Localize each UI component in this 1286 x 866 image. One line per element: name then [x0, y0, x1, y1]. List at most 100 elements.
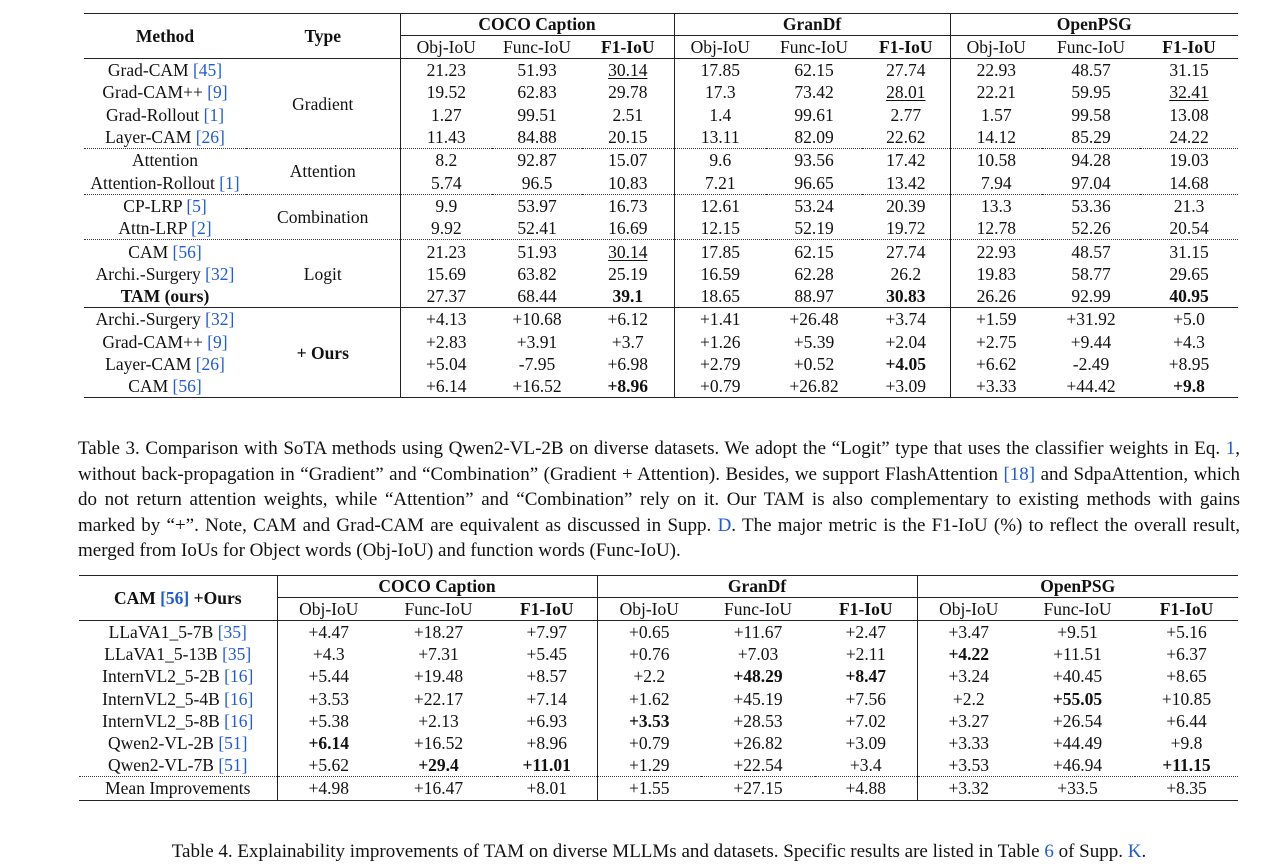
- citation-link[interactable]: [2]: [191, 218, 212, 239]
- citation-link[interactable]: [35]: [222, 644, 252, 665]
- citation-link[interactable]: [35]: [217, 622, 247, 643]
- model-cell: Mean Improvements: [79, 776, 277, 800]
- value-cell: 30.14: [582, 239, 674, 263]
- citation-link[interactable]: [16]: [224, 666, 254, 687]
- value-cell: 21.3: [1140, 193, 1238, 218]
- value-cell: 15.07: [582, 148, 674, 172]
- value-cell: 1.57: [949, 103, 1042, 126]
- citation-link[interactable]: [32]: [205, 263, 235, 284]
- value-cell: 94.28: [1042, 148, 1140, 172]
- caption-text: Table 4. Explainability improvements of …: [171, 841, 1045, 862]
- value-cell: +18.27: [413, 622, 464, 643]
- value-cell: 7.94: [949, 171, 1042, 195]
- value-cell: +16.52: [413, 733, 464, 754]
- table-ref-link[interactable]: 6: [1044, 841, 1054, 862]
- value-cell: 31.15: [1140, 239, 1238, 263]
- method-cell: CAM [56]: [84, 239, 246, 263]
- metric-header: Obj-IoU: [596, 597, 701, 621]
- value-cell: 19.52: [399, 81, 492, 104]
- value-cell: 19.03: [1140, 148, 1238, 172]
- citation-link[interactable]: [56]: [172, 376, 202, 397]
- supp-ref-link[interactable]: K: [1127, 841, 1142, 862]
- citation-link[interactable]: [18]: [1003, 463, 1036, 485]
- citation-link[interactable]: [26]: [195, 354, 225, 374]
- value-cell: +3.27: [916, 709, 1020, 732]
- value-cell: +3.47: [916, 620, 1020, 644]
- value-cell: 10.58: [949, 148, 1042, 172]
- method-cell: Grad-CAM++ [9]: [102, 331, 228, 352]
- metric-header: Func-IoU: [404, 598, 473, 619]
- citation-link[interactable]: [1]: [219, 172, 240, 193]
- value-cell: 13.08: [1169, 104, 1209, 125]
- method-header: Method: [135, 25, 195, 46]
- value-cell: +28.53: [733, 710, 783, 731]
- value-cell: 73.42: [794, 82, 834, 103]
- value-cell: 53.97: [492, 193, 582, 218]
- value-cell: 40.95: [1169, 286, 1209, 307]
- value-cell: +2.2: [916, 687, 1020, 710]
- model-cell: InternVL2_5-2B [16]: [102, 666, 254, 687]
- type-cell: Combination: [246, 193, 400, 240]
- eq-ref-link[interactable]: 1: [1225, 438, 1236, 459]
- value-cell: 39.1: [612, 286, 644, 307]
- table-row: TAM (ours) 27.37 68.44 39.1 18.65 88.97 30.83 2…: [84, 284, 1238, 308]
- value-cell: +3.91: [516, 331, 558, 352]
- value-cell: 51.93: [517, 60, 557, 81]
- citation-link[interactable]: [45]: [192, 60, 223, 81]
- value-cell: 16.69: [608, 218, 648, 239]
- value-cell: +8.01: [497, 776, 597, 800]
- table-row: Mean Improvements +4.98 +16.47 +8.01 +1.55 +2…: [79, 776, 1238, 800]
- value-cell: 26.26: [949, 284, 1042, 308]
- caption-text: of Supp.: [1053, 841, 1128, 862]
- supp-ref-link[interactable]: D: [717, 514, 732, 536]
- value-cell: +1.26: [673, 330, 766, 353]
- value-cell: +3.09: [845, 733, 887, 754]
- value-cell: +4.3: [1173, 331, 1205, 352]
- metric-header: Func-IoU: [1043, 598, 1112, 619]
- table-row: InternVL2_5-2B [16] +5.44 +19.48 +8.57 +2.2 +…: [79, 665, 1238, 688]
- value-cell: 13.3: [949, 193, 1042, 218]
- value-cell: +2.83: [399, 330, 492, 353]
- citation-link[interactable]: [9]: [207, 82, 228, 103]
- value-cell: +3.24: [916, 665, 1020, 688]
- citation-link[interactable]: [51]: [218, 755, 248, 776]
- value-cell: +9.8: [1173, 376, 1205, 397]
- value-cell: 2.77: [890, 104, 922, 125]
- metric-header: F1-IoU: [1162, 36, 1216, 57]
- citation-link[interactable]: [16]: [224, 688, 254, 709]
- citation-link[interactable]: [56]: [160, 587, 190, 608]
- value-cell: 11.43: [399, 125, 492, 149]
- citation-link[interactable]: [1]: [203, 104, 225, 125]
- citation-link[interactable]: [32]: [205, 309, 235, 330]
- citation-link[interactable]: [9]: [207, 331, 228, 352]
- table-row: Grad-CAM++ [9] +2.83 +3.91 +3.7 +1.26 +5.39 +2…: [84, 330, 1238, 353]
- value-cell: 5.74: [399, 171, 492, 195]
- value-cell: +2.2: [596, 665, 701, 688]
- value-cell: 92.99: [1071, 286, 1111, 307]
- table-row: CAM [56] +6.14 +16.52 +8.96 +0.79 +26.82 +3.09…: [84, 375, 1238, 398]
- citation-link[interactable]: [51]: [218, 733, 248, 754]
- value-cell: +5.0: [1173, 309, 1205, 330]
- value-cell: +4.22: [916, 643, 1020, 666]
- value-cell: 97.04: [1071, 172, 1111, 193]
- citation-link[interactable]: [56]: [172, 241, 202, 262]
- citation-link[interactable]: [16]: [224, 710, 254, 731]
- table-row: Qwen2-VL-7B [51] +5.62 +29.4 +11.01 +1.29 +22…: [79, 754, 1238, 777]
- value-cell: 17.85: [673, 239, 766, 263]
- model-cell: InternVL2_5-4B [16]: [102, 688, 254, 709]
- value-cell: 22.62: [886, 127, 926, 148]
- value-cell: 31.15: [1169, 60, 1209, 81]
- value-cell: +7.31: [418, 644, 459, 665]
- value-cell: 17.3: [673, 81, 766, 104]
- citation-link[interactable]: [26]: [195, 127, 225, 148]
- value-cell: +5.16: [1166, 622, 1207, 643]
- table-row: LLaVA1_5-7B [35] +4.47 +18.27 +7.97 +0.65 +11…: [79, 620, 1238, 644]
- value-cell: +5.45: [526, 644, 568, 665]
- value-cell: +4.98: [276, 776, 380, 800]
- value-cell: 30.14: [608, 60, 648, 81]
- citation-link[interactable]: [5]: [186, 195, 207, 216]
- value-cell: +1.59: [949, 307, 1042, 331]
- value-cell: +31.92: [1066, 309, 1116, 330]
- method-cell: Archi.-Surgery [32]: [95, 263, 235, 284]
- value-cell: 96.5: [521, 172, 553, 193]
